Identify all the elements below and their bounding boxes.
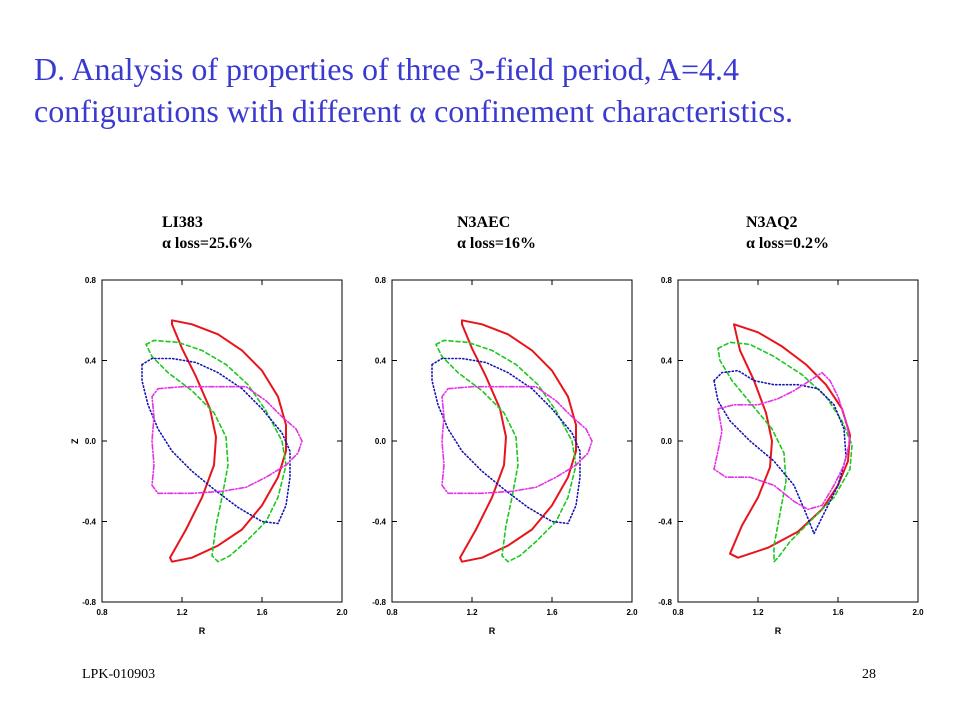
x-tick-label: 1.6 — [256, 608, 268, 617]
y-tick-label: -0.8 — [372, 598, 386, 607]
chart-n3aq2: 0.80.40.0-0.4-0.80.8 1.2 1.6 2.0R — [658, 276, 924, 636]
x-tick-label: 0.8 — [386, 608, 398, 617]
y-tick-label: -0.4 — [82, 518, 96, 527]
surface-green-curve — [435, 339, 577, 563]
alpha-loss-label: α loss=25.6% — [162, 235, 253, 252]
y-tick-label: 0.8 — [661, 276, 673, 285]
alpha-loss-label: α loss=0.2% — [746, 235, 829, 252]
x-tick-label: 2.0 — [336, 608, 348, 617]
surface-magenta-curve — [441, 385, 593, 495]
x-axis-label: R — [775, 626, 782, 636]
chart-n3aec: 0.80.40.0-0.4-0.80.8 1.2 1.6 2.0R — [372, 276, 638, 636]
alpha-symbol: α — [409, 93, 427, 129]
surface-green-curve — [717, 341, 853, 563]
alpha-loss-label: α loss=16% — [457, 235, 536, 252]
x-tick-label: 1.2 — [176, 608, 188, 617]
y-tick-label: 0.4 — [85, 357, 97, 366]
y-axis-label: Z — [70, 438, 80, 444]
x-tick-label: 2.0 — [626, 608, 638, 617]
title-line-2-suffix: confinement characteristics. — [426, 93, 794, 129]
config-name: N3AEC — [457, 214, 511, 231]
chart-li383: 0.80.40.0-0.4-0.80.8 1.2 1.6 2.0RZ — [70, 276, 348, 636]
surface-magenta-curve — [713, 371, 851, 511]
surface-red-curve — [169, 319, 287, 563]
x-axis-label: R — [489, 626, 496, 636]
surface-red-curve — [459, 319, 577, 563]
plot-frame — [101, 279, 343, 603]
footer-id: LPK-010903 — [82, 667, 156, 682]
plot-n3aq2: 0.8 0.4 0.0 -0.4 -0.8 0.8 1.2 1.6 2.0 R — [642, 262, 932, 652]
x-axis-label: R — [199, 626, 206, 636]
x-tick-label: 0.8 — [672, 608, 684, 617]
y-tick-label: -0.4 — [372, 518, 386, 527]
y-tick-label: 0.0 — [661, 437, 673, 446]
y-tick-label: 0.8 — [375, 276, 387, 285]
title-line-2-prefix: configurations with different — [34, 93, 410, 129]
surface-blue-curve — [431, 357, 581, 525]
x-tick-label: 1.2 — [752, 608, 764, 617]
page-number: 28 — [862, 667, 876, 682]
y-tick-label: 0.8 — [85, 276, 97, 285]
x-tick-label: 2.0 — [912, 608, 924, 617]
slide-title: D. Analysis of properties of three 3-fie… — [34, 48, 944, 132]
panel-label-li383: LI383 α loss=25.6% — [162, 212, 253, 254]
y-tick-label: -0.8 — [82, 598, 96, 607]
y-tick-label: 0.0 — [375, 437, 387, 446]
y-tick-label: -0.4 — [658, 518, 672, 527]
title-line-1: D. Analysis of properties of three 3-fie… — [34, 51, 739, 87]
plot-n3aec: 0.8 0.4 0.0 -0.4 -0.8 0.8 1.2 1.6 2.0 R — [356, 262, 646, 652]
plot-frame — [677, 279, 919, 603]
config-name: LI383 — [162, 214, 203, 231]
surface-blue-curve — [713, 369, 847, 535]
plot-li383: 0.8 0.4 0.0 -0.4 -0.8 0.8 1.2 1.6 2.0 R Z — [66, 262, 356, 652]
surface-red-curve — [729, 323, 851, 559]
surface-magenta-curve — [151, 385, 303, 495]
surface-blue-curve — [141, 357, 291, 525]
x-tick-label: 1.2 — [466, 608, 478, 617]
y-tick-label: 0.4 — [661, 357, 673, 366]
y-tick-label: 0.4 — [375, 357, 387, 366]
plot-frame — [391, 279, 633, 603]
y-tick-label: -0.8 — [658, 598, 672, 607]
title-line-2: configurations with different α confinem… — [34, 90, 944, 132]
y-tick-label: 0.0 — [85, 437, 97, 446]
x-tick-label: 0.8 — [96, 608, 108, 617]
x-tick-label: 1.6 — [832, 608, 844, 617]
surface-green-curve — [145, 339, 287, 563]
config-name: N3AQ2 — [746, 214, 798, 231]
panel-label-n3aec: N3AEC α loss=16% — [457, 212, 536, 254]
x-tick-label: 1.6 — [546, 608, 558, 617]
panel-label-n3aq2: N3AQ2 α loss=0.2% — [746, 212, 829, 254]
